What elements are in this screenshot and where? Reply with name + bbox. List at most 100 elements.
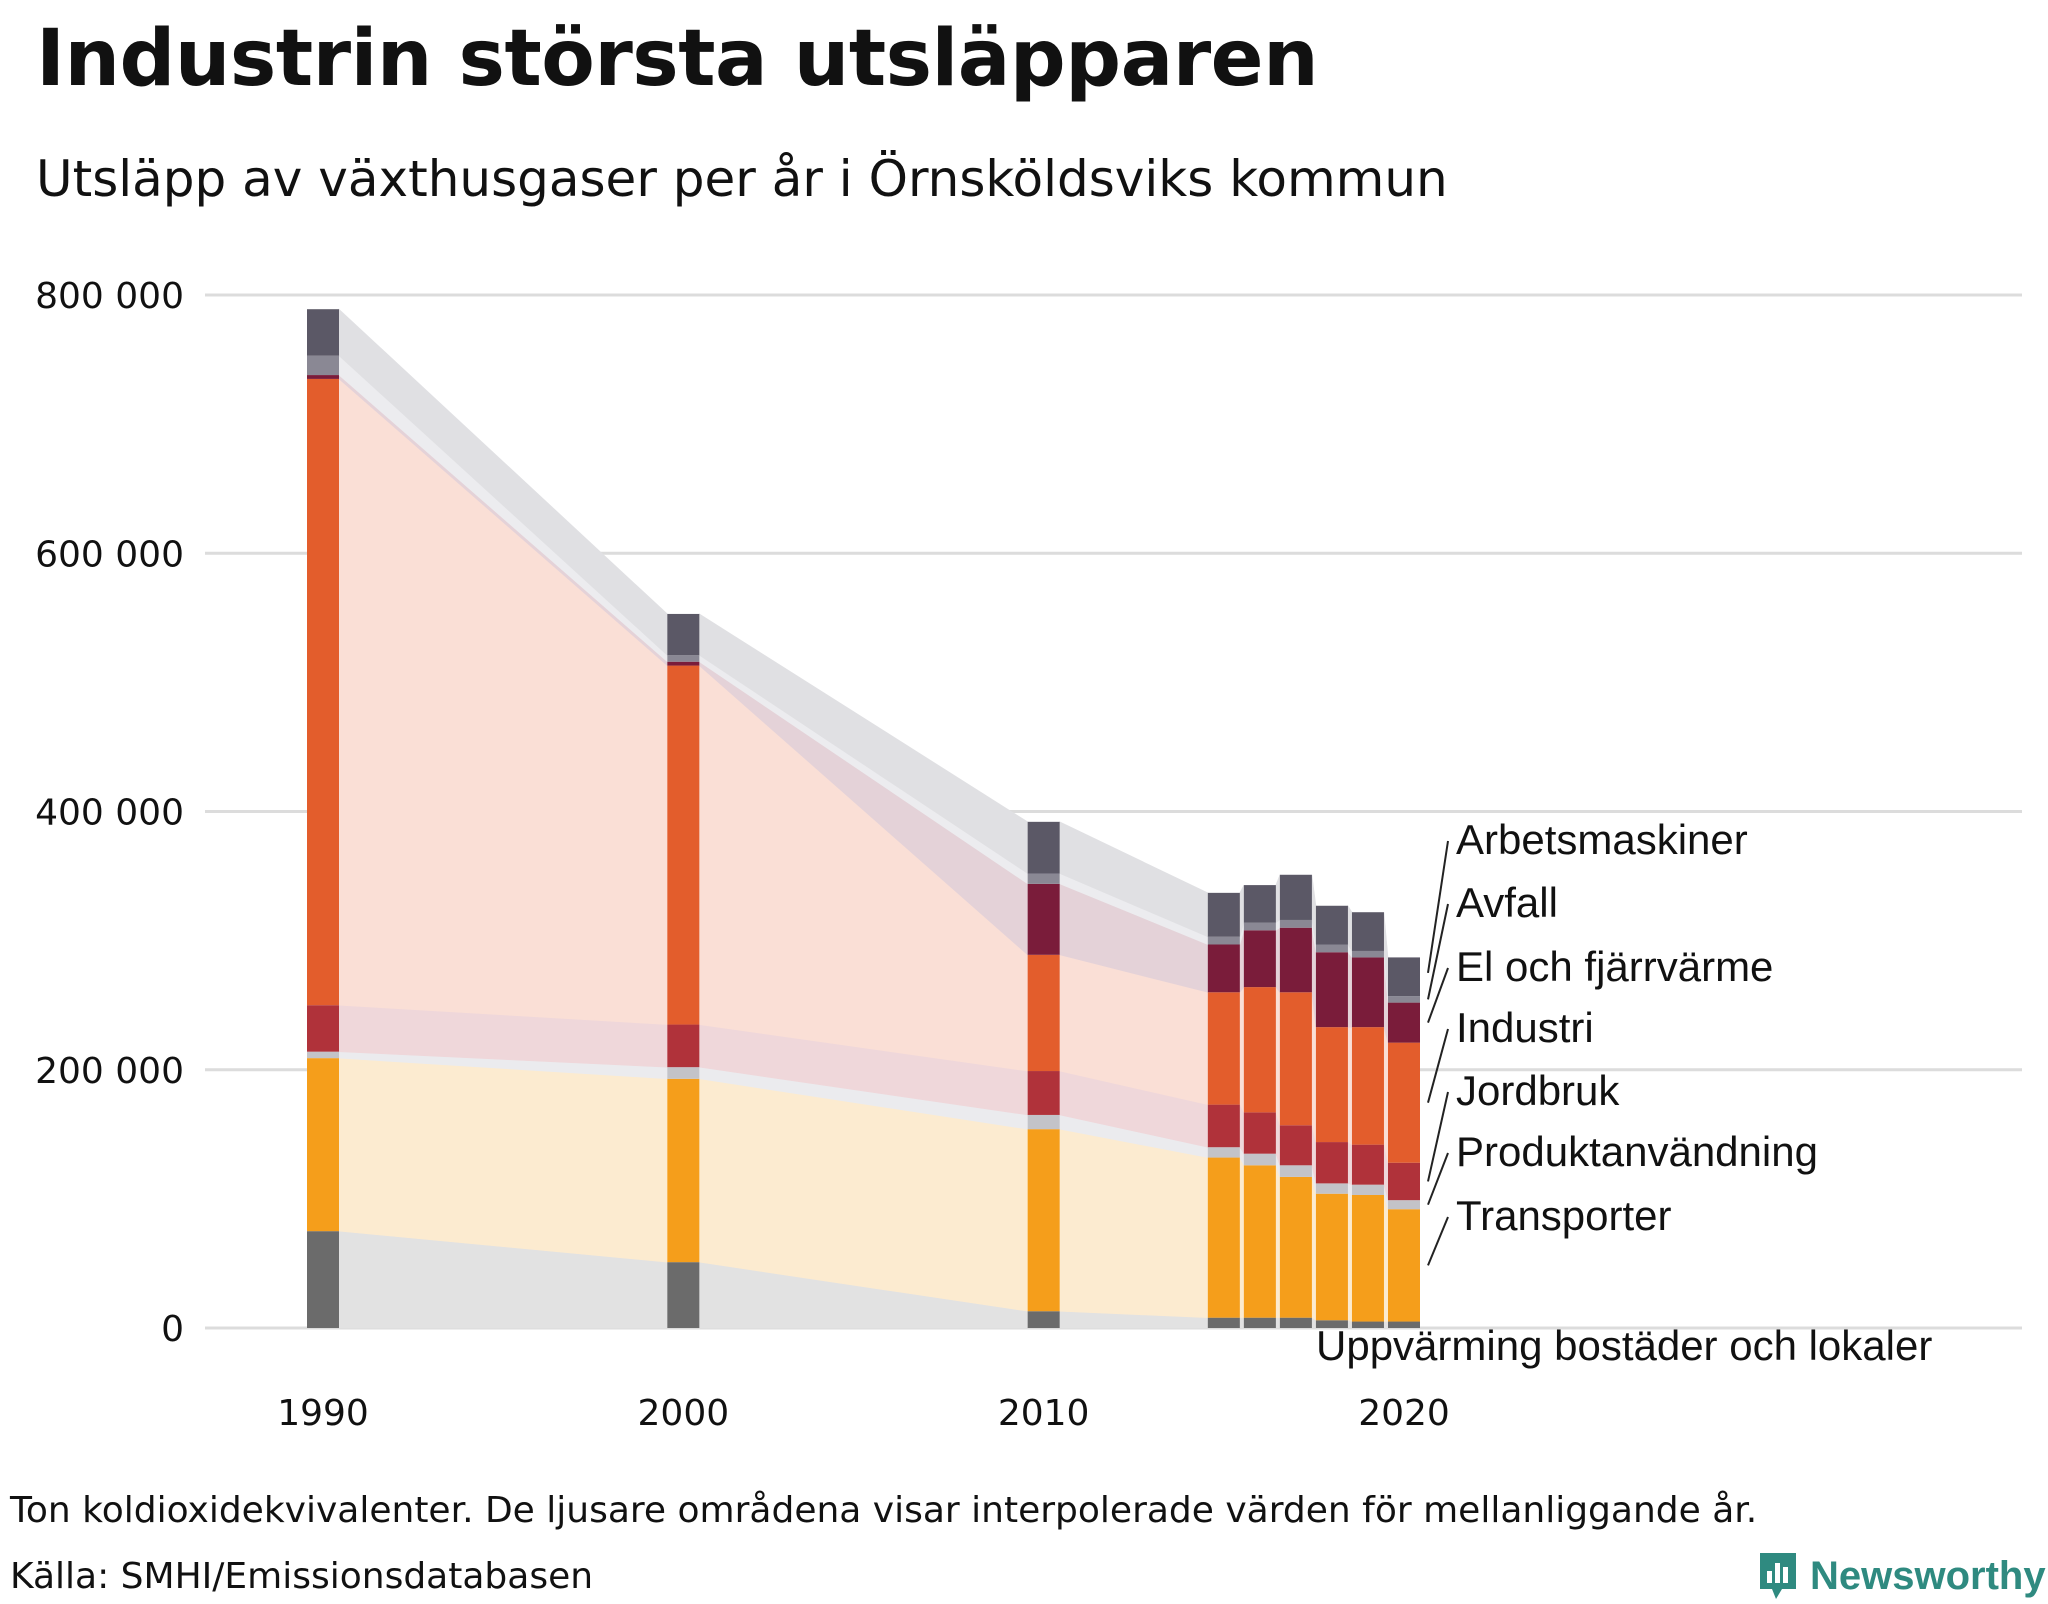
interpolated-area [1275, 986, 1281, 1126]
stacked-bar-chart: 0 200 000 400 000 600 000 800 000 1990 2000 20… [35, 276, 2022, 1434]
bar-segment [1279, 1176, 1312, 1318]
x-tick-label: 2020 [1358, 1393, 1450, 1434]
bar-segment [1351, 1184, 1384, 1196]
bar-segment [1027, 1071, 1060, 1115]
legend-leader-line [1427, 967, 1449, 1023]
legend-label: Arbetsmaskiner [1456, 816, 1748, 863]
bar-segment [1207, 1157, 1240, 1318]
bar-segment [1279, 874, 1312, 920]
interpolated-area [1347, 904, 1353, 953]
y-tick-label: 600 000 [35, 534, 184, 575]
bar-segment [1388, 996, 1420, 1003]
bar-segment [1207, 992, 1240, 1105]
x-tick-label: 2000 [638, 1393, 730, 1434]
bar-segment [1388, 1042, 1420, 1163]
interpolated-area [1383, 1027, 1389, 1163]
interpolated-area [1383, 1194, 1389, 1322]
bar-segment [307, 375, 339, 379]
bar-segment [1388, 1002, 1420, 1043]
interpolated-area [1275, 1165, 1281, 1318]
y-tick-label: 400 000 [35, 793, 184, 834]
bar-segment [1351, 1321, 1384, 1328]
bar-segment [1243, 1165, 1276, 1318]
bar-segment [1388, 957, 1420, 997]
bar-segment [307, 378, 339, 1006]
bar-segment [307, 355, 339, 376]
chart-subtitle: Utsläpp av växthusgaser per år i Örnsköl… [36, 150, 1448, 208]
bar-segment [1243, 1153, 1276, 1166]
legend-label: Avfall [1456, 879, 1558, 926]
bar-segment [1243, 1112, 1276, 1154]
x-tick-label: 2010 [998, 1393, 1090, 1434]
bar-segment [667, 1078, 700, 1263]
legend-label: Jordbruk [1456, 1067, 1620, 1114]
chart-title: Industrin största utsläpparen [36, 14, 1319, 104]
legend-label: Industri [1456, 1004, 1594, 1051]
bar-segment [1388, 1209, 1420, 1322]
bar-segment [1243, 885, 1276, 923]
bar-segment [307, 309, 339, 356]
footnote: Ton koldioxidekvivalenter. De ljusare om… [10, 1490, 1758, 1531]
bar-segment [1388, 1162, 1420, 1201]
legend-label: Produktanvändning [1456, 1128, 1818, 1175]
bar-segment [1207, 892, 1240, 937]
bar-segment [1243, 922, 1276, 931]
bar-segment [1388, 1200, 1420, 1210]
bar-segment [667, 613, 700, 656]
bar-segment [1279, 1165, 1312, 1177]
x-axis-tick-labels: 1990 2000 2010 2020 [277, 1393, 1450, 1434]
bar-segment [1351, 950, 1384, 958]
legend-leader-line [1427, 903, 1449, 1000]
bar-segment [1315, 905, 1348, 945]
bar-segment [307, 1005, 339, 1052]
legend-leader-line [1427, 1216, 1449, 1266]
bar-segment [1279, 927, 1312, 993]
interpolated-area [1275, 1317, 1281, 1329]
interpolated-area [1059, 1128, 1209, 1318]
legend-label: Uppvärming bostäder och lokaler [1316, 1322, 1932, 1369]
interpolated-area [1347, 1182, 1353, 1196]
bar-segment [1207, 944, 1240, 993]
bar-segment [1315, 1027, 1348, 1143]
interpolated-area [1347, 1026, 1353, 1146]
bar-segment [1207, 1104, 1240, 1148]
interpolated-area [1347, 1193, 1353, 1322]
interpolated-area [1311, 1176, 1317, 1321]
bar-segment [1207, 1317, 1240, 1328]
bar-segment [1027, 883, 1060, 955]
interpolated-area [338, 1057, 668, 1263]
bar-segment [307, 1058, 339, 1232]
bar-segment [1279, 919, 1312, 928]
newsworthy-logo: Newsworthy [1756, 1548, 2046, 1604]
interpolated-area [1239, 1157, 1245, 1318]
bar-segment [1243, 987, 1276, 1113]
bar-segment [1027, 954, 1060, 1072]
y-axis-tick-labels: 0 200 000 400 000 600 000 800 000 [35, 276, 184, 1350]
y-tick-label: 200 000 [35, 1051, 184, 1092]
bar-segment [1243, 930, 1276, 988]
interpolated-area [1347, 951, 1353, 1028]
bar-segment [1279, 1317, 1312, 1328]
bar-segment [1027, 1114, 1060, 1130]
legend-label: Transporter [1456, 1192, 1672, 1239]
bar-segment [667, 661, 700, 666]
bar-segment [1315, 952, 1348, 1028]
bar-segment [667, 665, 700, 1025]
newsworthy-logo-icon [1760, 1553, 1796, 1599]
bars [307, 309, 1420, 1328]
bar-segment [1027, 873, 1060, 884]
bar-segment [667, 655, 700, 662]
y-tick-label: 0 [161, 1309, 184, 1350]
bar-segment [1243, 1317, 1276, 1328]
bar-segment [667, 1024, 700, 1068]
bar-segment [1351, 1144, 1384, 1185]
bar-segment [1351, 1195, 1384, 1322]
bar-segment [1027, 821, 1060, 874]
legend-leader-line [1427, 1152, 1449, 1206]
bar-segment [1207, 936, 1240, 945]
legend-label: El och fjärrvärme [1456, 943, 1773, 990]
interpolated-area [1275, 874, 1281, 924]
interpolated-area [1275, 927, 1281, 994]
legend-leader-line [1427, 1028, 1449, 1103]
bar-segment [1315, 1193, 1348, 1321]
